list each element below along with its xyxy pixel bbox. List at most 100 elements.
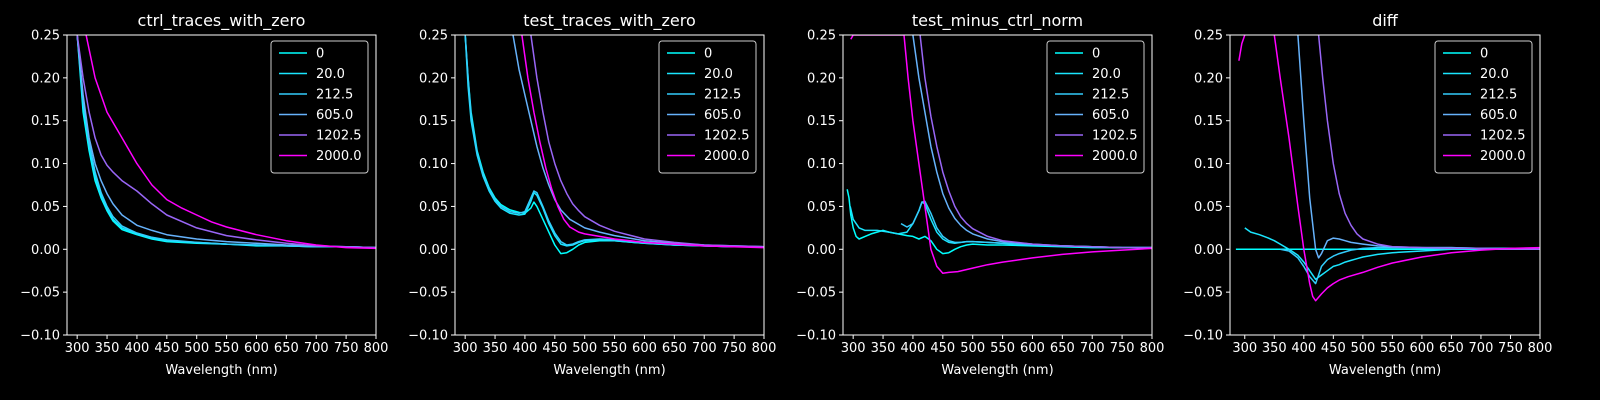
- x-tick-label: 500: [572, 341, 597, 356]
- axes-frame: [842, 34, 1153, 336]
- legend-label: 605.0: [1092, 108, 1129, 123]
- series-line-1202-5: [919, 35, 1152, 249]
- series-line-2000-0: [85, 35, 376, 250]
- series-line-0: [846, 189, 1152, 255]
- y-tick-label: −0.05: [796, 286, 836, 301]
- x-axis-label: Wavelength (nm): [1329, 363, 1441, 378]
- x-tick-label: 650: [662, 341, 687, 356]
- series-line-605-0: [76, 35, 376, 249]
- y-tick-label: 0.20: [807, 71, 836, 86]
- x-tick-label: 550: [1380, 341, 1405, 356]
- x-tick-label: 500: [184, 341, 209, 356]
- x-tick-label: 300: [1232, 341, 1257, 356]
- y-tick-label: −0.10: [408, 329, 448, 344]
- legend-label: 20.0: [704, 67, 733, 82]
- y-tick-label: 0.00: [419, 243, 448, 258]
- series-line-212-5: [76, 35, 376, 249]
- x-tick-label: 350: [1262, 341, 1287, 356]
- series-line-1202-5: [76, 35, 376, 249]
- x-tick-label: 750: [1498, 341, 1523, 356]
- y-tick-label: −0.10: [20, 329, 60, 344]
- y-tick-label: 0.15: [1194, 114, 1223, 129]
- series-line-20-0: [1244, 227, 1540, 281]
- legend-label: 2000.0: [1092, 149, 1138, 164]
- series-line-1202-5: [530, 35, 764, 248]
- x-tick-label: 650: [1439, 341, 1464, 356]
- x-axis-label: Wavelength (nm): [553, 363, 665, 378]
- y-tick-label: 0.25: [807, 29, 836, 44]
- x-tick-label: 400: [513, 341, 538, 356]
- legend-label: 605.0: [1480, 108, 1517, 123]
- series-line-212-5: [1280, 246, 1540, 285]
- plot-area: [76, 35, 376, 250]
- panel-ctrl-traces: ctrl_traces_with_zero Wavelength (nm) 30…: [20, 11, 388, 378]
- legend: 0 20.0 212.5 605.0 1202.5 2000.0: [1434, 40, 1533, 174]
- axes-frame: [454, 34, 765, 336]
- x-tick-label: 800: [1140, 341, 1165, 356]
- x-tick-label: 350: [483, 341, 508, 356]
- y-tick-label: 0.25: [31, 29, 60, 44]
- x-tick-label: 400: [125, 341, 150, 356]
- y-tick-label: 0.05: [807, 200, 836, 215]
- legend-label: 212.5: [704, 88, 741, 103]
- legend-label: 0: [704, 47, 712, 62]
- x-tick-label: 450: [542, 341, 567, 356]
- panel-test-traces: test_traces_with_zero Wavelength (nm) 30…: [408, 11, 776, 378]
- legend-label: 605.0: [316, 108, 353, 123]
- legend-label: 1202.5: [1480, 129, 1526, 144]
- x-tick-label: 700: [1080, 341, 1105, 356]
- y-tick-label: 0.10: [419, 157, 448, 172]
- legend-label: 0: [1480, 47, 1488, 62]
- series-line-212-5: [900, 200, 1152, 249]
- x-tick-label: 700: [1469, 341, 1494, 356]
- y-tick-label: 0.15: [807, 114, 836, 129]
- legend-label: 0: [1092, 47, 1100, 62]
- axes-frame: [66, 34, 377, 336]
- x-tick-label: 450: [154, 341, 179, 356]
- x-tick-label: 800: [364, 341, 389, 356]
- y-tick-label: 0.00: [31, 243, 60, 258]
- x-tick-label: 300: [841, 341, 866, 356]
- x-tick-label: 350: [95, 341, 120, 356]
- x-tick-label: 600: [1409, 341, 1434, 356]
- panel-title: diff: [1372, 11, 1399, 30]
- legend: 0 20.0 212.5 605.0 1202.5 2000.0: [658, 40, 757, 174]
- panel-title: test_traces_with_zero: [523, 11, 696, 31]
- legend-label: 212.5: [316, 88, 353, 103]
- y-tick-label: 0.10: [31, 157, 60, 172]
- legend-label: 20.0: [1092, 67, 1121, 82]
- x-tick-label: 450: [1321, 341, 1346, 356]
- panel-test-minus-ctrl: test_minus_ctrl_norm Wavelength (nm) 300…: [796, 11, 1164, 378]
- panel-diff: diff Wavelength (nm) 300 350 400 450 500 550 6…: [1183, 11, 1553, 378]
- legend-label: 20.0: [316, 67, 345, 82]
- y-tick-label: 0.10: [1194, 157, 1223, 172]
- legend-label: 1202.5: [316, 129, 362, 144]
- x-tick-label: 700: [304, 341, 329, 356]
- y-tick-label: 0.05: [419, 200, 448, 215]
- legend-label: 605.0: [704, 108, 741, 123]
- x-tick-label: 400: [1291, 341, 1316, 356]
- x-tick-label: 450: [930, 341, 955, 356]
- x-tick-label: 650: [1050, 341, 1075, 356]
- series-line-2000-0: [850, 35, 1152, 275]
- y-tick-label: −0.05: [408, 286, 448, 301]
- x-tick-label: 600: [244, 341, 269, 356]
- legend-label: 2000.0: [1480, 149, 1526, 164]
- panel-title: test_minus_ctrl_norm: [912, 11, 1083, 31]
- x-tick-label: 650: [274, 341, 299, 356]
- x-tick-label: 400: [901, 341, 926, 356]
- y-tick-label: 0.05: [1194, 200, 1223, 215]
- x-axis-label: Wavelength (nm): [165, 363, 277, 378]
- x-tick-label: 550: [990, 341, 1015, 356]
- y-tick-label: 0.20: [31, 71, 60, 86]
- x-tick-label: 300: [453, 341, 478, 356]
- legend: 0 20.0 212.5 605.0 1202.5 2000.0: [1046, 40, 1145, 174]
- y-tick-label: −0.05: [1183, 286, 1223, 301]
- y-tick-label: 0.15: [419, 114, 448, 129]
- legend-label: 2000.0: [316, 149, 362, 164]
- y-tick-label: 0.20: [1194, 71, 1223, 86]
- x-tick-label: 700: [692, 341, 717, 356]
- legend-label: 212.5: [1480, 88, 1517, 103]
- x-tick-label: 800: [1528, 341, 1553, 356]
